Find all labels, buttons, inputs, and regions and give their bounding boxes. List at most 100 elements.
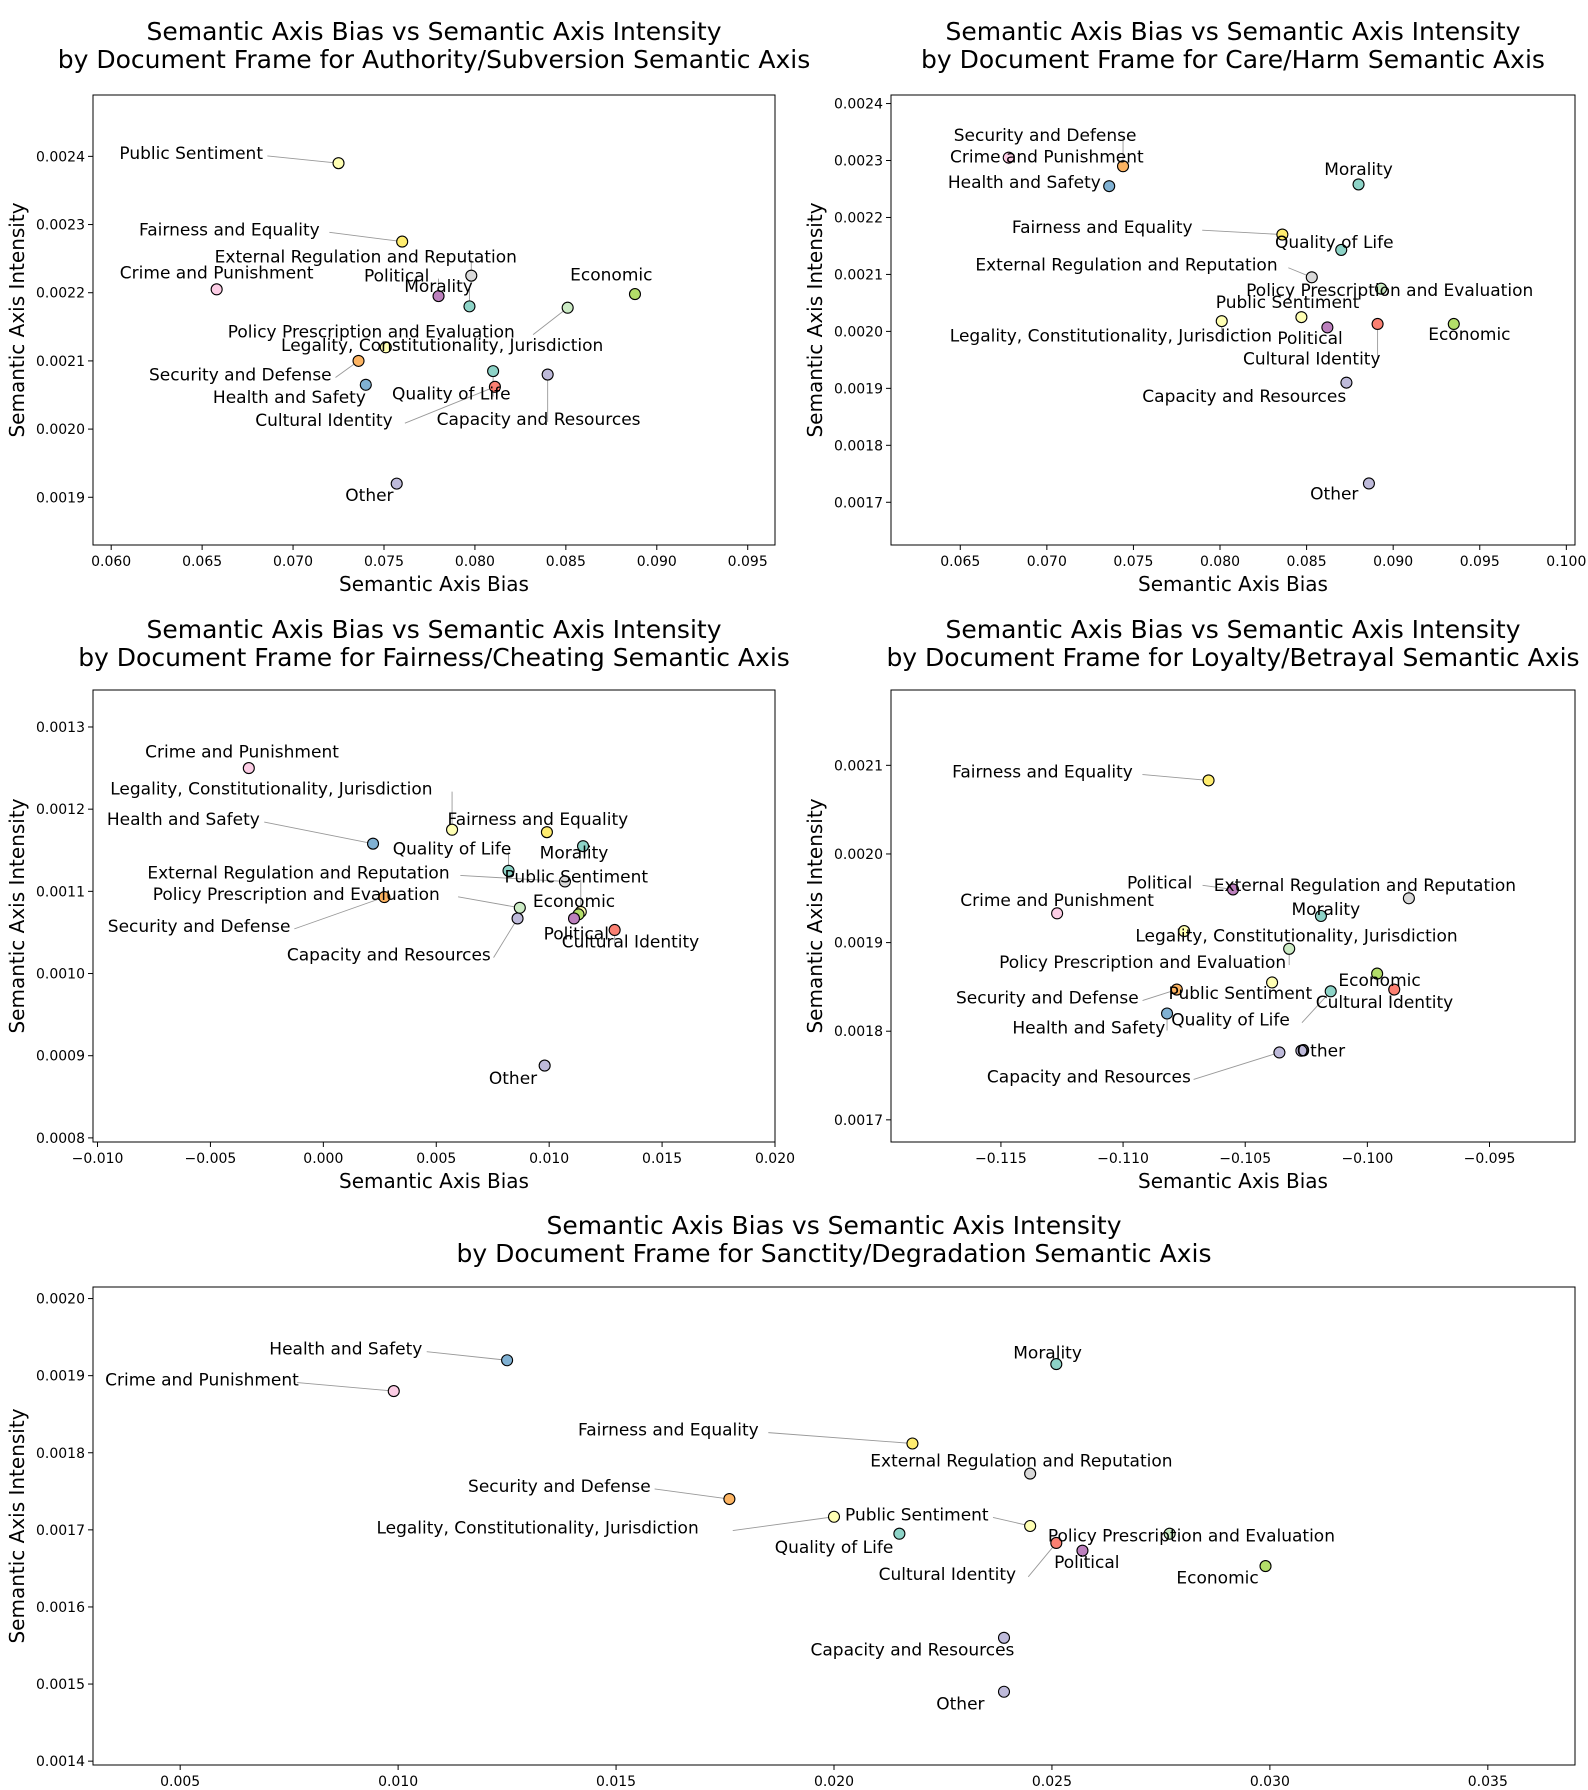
x-tick-label: 0.080 (1200, 554, 1240, 570)
y-tick-label: 0.0022 (834, 210, 883, 226)
x-tick-label: 0.060 (91, 554, 131, 570)
point-cultural-identity (1371, 317, 1384, 331)
point-legality-constitutionality-jurisdiction (827, 1510, 841, 1523)
label-public-sentiment: Public Sentiment (1216, 293, 1360, 313)
leader-line (1193, 1052, 1280, 1080)
point-capacity-and-resources (541, 368, 554, 381)
label-cultural-identity: Cultural Identity (255, 411, 393, 431)
leader-line (294, 896, 385, 930)
point-quality-of-life (1324, 985, 1337, 998)
label-quality-of-life: Quality of Life (393, 840, 512, 860)
label-security-and-defense: Security and Defense (108, 917, 291, 937)
point-policy-prescription-and-evaluation (1375, 282, 1388, 295)
label-external-regulation-and-reputation: External Regulation and Reputation (147, 863, 449, 883)
x-tick-label: 0.085 (1287, 554, 1327, 570)
point-legality-constitutionality-jurisdiction (379, 341, 392, 354)
label-capacity-and-resources: Capacity and Resources (1142, 387, 1346, 407)
chart-title-line-1: Semantic Axis Bias vs Semantic Axis Inte… (146, 615, 721, 644)
x-axis-label: Semantic Axis Bias (1138, 1169, 1328, 1193)
label-legality-constitutionality-jurisdiction: Legality, Constitutionality, Jurisdictio… (376, 1519, 698, 1539)
label-crime-and-punishment: Crime and Punishment (145, 743, 339, 763)
label-political: Political (364, 267, 429, 287)
leader-line (768, 1432, 913, 1444)
label-economic: Economic (570, 265, 652, 285)
label-fairness-and-equality: Fairness and Equality (139, 220, 320, 240)
leader-line (460, 874, 566, 882)
label-cultural-identity: Cultural Identity (562, 932, 700, 952)
y-tick-label: 0.0018 (834, 438, 883, 454)
y-tick-label: 0.0021 (834, 267, 883, 283)
chart-panel-1: Semantic Axis Bias vs Semantic Axis Inte… (5, 17, 810, 596)
label-political: Political (1277, 329, 1342, 349)
label-public-sentiment: Public Sentiment (845, 1505, 989, 1525)
label-other: Other (345, 486, 393, 506)
label-other: Other (489, 1069, 537, 1089)
chart-title-line-1: Semantic Axis Bias vs Semantic Axis Inte… (546, 1211, 1121, 1240)
label-health-and-safety: Health and Safety (269, 1340, 422, 1360)
point-external-regulation-and-reputation (1402, 892, 1415, 905)
label-crime-and-punishment: Crime and Punishment (120, 263, 314, 283)
point-public-sentiment (1295, 311, 1308, 324)
point-health-and-safety (1160, 1007, 1174, 1020)
chart-title-line-2: by Document Frame for Sanctity/Degradati… (457, 1239, 1212, 1268)
point-political (432, 290, 445, 303)
point-external-regulation-and-reputation (465, 269, 478, 282)
y-tick-label: 0.0019 (834, 381, 883, 397)
label-fairness-and-equality: Fairness and Equality (448, 810, 629, 830)
label-security-and-defense: Security and Defense (468, 1477, 651, 1497)
y-tick-label: 0.0015 (36, 1677, 85, 1693)
label-fairness-and-equality: Fairness and Equality (578, 1421, 759, 1441)
x-tick-label: −0.095 (1464, 1151, 1516, 1167)
label-health-and-safety: Health and Safety (1012, 1019, 1165, 1039)
y-axis-label: Semantic Axis Intensity (5, 202, 29, 437)
point-morality (576, 840, 590, 853)
label-health-and-safety: Health and Safety (213, 388, 366, 408)
x-tick-label: 0.010 (378, 1774, 418, 1790)
y-tick-label: 0.0009 (36, 1049, 85, 1065)
x-axis-label: Semantic Axis Bias (339, 1169, 529, 1193)
plot-area-frame (92, 689, 776, 1143)
y-tick-label: 0.0017 (834, 1113, 883, 1129)
label-policy-prescription-and-evaluation: Policy Prescription and Evaluation (1246, 281, 1533, 301)
y-tick-label: 0.0019 (36, 1369, 85, 1385)
point-security-and-defense (378, 891, 391, 904)
x-tick-label: 0.095 (728, 554, 768, 570)
y-tick-label: 0.0021 (834, 758, 883, 774)
leader-line (1301, 991, 1332, 1023)
leader-line (267, 155, 339, 164)
label-external-regulation-and-reputation: External Regulation and Reputation (215, 248, 517, 268)
leader-line (458, 896, 520, 909)
point-public-sentiment (1266, 976, 1279, 989)
point-health-and-safety (501, 1354, 514, 1367)
x-tick-label: 0.005 (416, 1151, 456, 1167)
point-security-and-defense (352, 354, 365, 367)
point-quality-of-life (502, 864, 515, 877)
label-capacity-and-resources: Capacity and Resources (437, 410, 641, 430)
leader-line (1142, 774, 1209, 781)
point-policy-prescription-and-evaluation (513, 901, 526, 914)
x-tick-label: −0.005 (185, 1151, 237, 1167)
x-tick-label: 0.080 (455, 554, 495, 570)
chart-title-line-1: Semantic Axis Bias vs Semantic Axis Inte… (146, 17, 721, 46)
label-economic: Economic (1338, 971, 1420, 991)
x-tick-label: 0.070 (273, 554, 313, 570)
chart-panel-3: Semantic Axis Bias vs Semantic Axis Inte… (5, 615, 795, 1193)
label-economic: Economic (1176, 1569, 1258, 1589)
x-tick-label: 0.015 (642, 1151, 682, 1167)
point-capacity-and-resources (1273, 1046, 1286, 1059)
leader-line (532, 307, 568, 335)
point-external-regulation-and-reputation (558, 875, 572, 888)
point-political (1226, 883, 1240, 896)
y-tick-label: 0.0024 (834, 97, 883, 113)
label-external-regulation-and-reputation: External Regulation and Reputation (1214, 876, 1516, 896)
y-tick-label: 0.0022 (36, 286, 85, 302)
point-quality-of-life (1335, 243, 1348, 256)
point-crime-and-punishment (1051, 907, 1064, 920)
point-cultural-identity (1388, 983, 1401, 996)
point-quality-of-life (487, 365, 500, 378)
point-cultural-identity (608, 923, 621, 937)
label-legality-constitutionality-jurisdiction: Legality, Constitutionality, Jurisdictio… (1135, 926, 1457, 946)
chart-title-line-2: by Document Frame for Care/Harm Semantic… (921, 45, 1545, 74)
label-morality: Morality (404, 277, 473, 297)
point-legality-constitutionality-jurisdiction (446, 823, 459, 836)
